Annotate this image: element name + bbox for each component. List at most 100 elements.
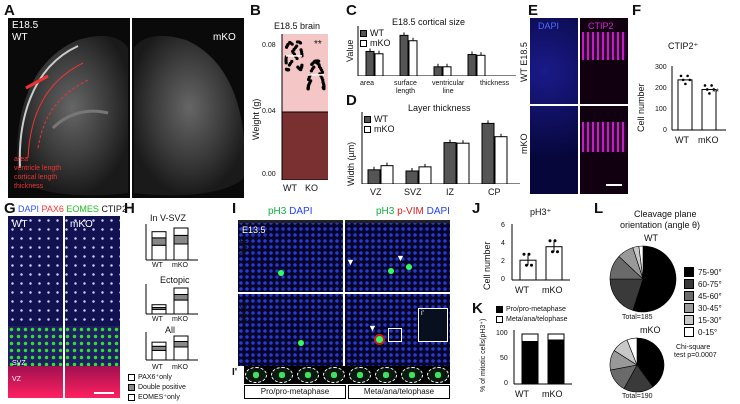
b-point	[313, 59, 317, 63]
panel-c-cat-3: thickness	[480, 80, 510, 87]
panel-b-cat-wt: WT	[283, 183, 297, 193]
panel-h-chart	[145, 224, 198, 361]
f-point	[681, 78, 685, 82]
panel-label-i: I	[232, 200, 237, 217]
i-mko-label: mKO	[239, 301, 250, 324]
i-arrowhead-3: ▼	[368, 323, 377, 333]
panel-j-ylabel: Cell number	[482, 241, 492, 290]
panel-f-ytick-3: 300	[655, 64, 667, 71]
j-ytick-1: 2	[501, 258, 505, 265]
panel-e-image: DAPI CTIP2	[530, 18, 628, 194]
j-ytick-3: 6	[501, 222, 505, 229]
b-point	[300, 63, 304, 67]
panel-label-a: A	[4, 2, 15, 19]
bar-mko	[456, 142, 470, 184]
bar-mko	[476, 54, 486, 76]
i-prime-cell	[401, 367, 423, 383]
i-prime-label: I'	[232, 367, 238, 378]
pie-slice	[626, 337, 638, 366]
f-point	[703, 84, 707, 87]
panel-i-image: ▼ ▼ ▼ i' E13.5	[238, 220, 450, 366]
h-stack-segment	[173, 340, 189, 348]
panel-b-title: E18.5 brain	[274, 21, 321, 31]
panel-b-chart	[281, 34, 328, 180]
l-pie-mko	[609, 337, 665, 393]
panel-f-ytick-1: 100	[655, 106, 667, 113]
mko-label: mKO	[213, 32, 236, 43]
pie-slice	[609, 278, 644, 311]
bar-wt	[405, 170, 419, 184]
legend-mko: mKO	[370, 38, 391, 48]
h-legend-eomes-swatch	[128, 394, 135, 401]
bar-wt	[365, 50, 375, 76]
h-cat-wt-3: WT	[152, 364, 163, 371]
h-sub-1: In V-SVZ	[150, 213, 187, 223]
f-bar	[677, 79, 693, 131]
k-stack-1	[521, 333, 539, 342]
h-legend-pax6-swatch	[128, 374, 135, 381]
bar-mko	[418, 166, 432, 184]
l-legend-item: 75-90°	[684, 266, 722, 278]
i-prime-cell	[323, 367, 345, 383]
panel-f-ylabel: Cell number	[636, 83, 646, 132]
b-point	[309, 69, 313, 73]
panel-label-g: G	[4, 200, 16, 217]
b-point	[290, 42, 294, 46]
l-legend-swatch	[684, 291, 694, 301]
j-cat-wt: WT	[515, 285, 529, 295]
h-stack-segment	[151, 304, 167, 309]
wt-label: WT	[12, 32, 28, 43]
l-mko: mKO	[640, 325, 661, 335]
b-point	[317, 65, 322, 69]
panel-b-ytick-2: 0.08	[262, 42, 276, 49]
l-title-2: orientation (angle θ)	[620, 220, 701, 230]
l-legend-label: 75-90°	[698, 267, 722, 277]
l-legend-item: 15-30°	[684, 314, 722, 326]
panel-b-cat-ko: KO	[305, 183, 319, 193]
legend-d-mko: mKO	[374, 124, 395, 134]
l-legend-swatch	[684, 279, 694, 289]
j-point	[556, 250, 559, 254]
panel-b-bg-lower	[282, 112, 328, 180]
h-stack-segment	[151, 341, 167, 347]
bar-wt	[467, 54, 477, 76]
k-cat-wt: WT	[515, 389, 529, 399]
f-point	[679, 74, 683, 78]
f-point	[712, 88, 716, 91]
l-legend-item: 45-60°	[684, 290, 722, 302]
l-legend-swatch	[684, 327, 694, 337]
dapi-label: DAPI	[538, 21, 560, 31]
f-point	[684, 82, 687, 86]
i-dapi-left: DAPI	[289, 206, 313, 217]
f-point	[710, 84, 713, 87]
h-stack-segment	[173, 287, 189, 295]
l-pie-wt	[609, 245, 677, 313]
panel-f-cat-mko: mKO	[698, 135, 719, 145]
l-legend-label: 60-75°	[698, 279, 722, 289]
h-cat-mko-3: mKO	[172, 364, 188, 371]
panel-label-b: B	[250, 2, 261, 19]
g-eomes-label: EOMES	[66, 204, 99, 214]
j-point	[548, 239, 552, 243]
j-point	[522, 252, 526, 256]
panel-f-cat-wt: WT	[675, 135, 689, 145]
panel-c-title: E18.5 cortical size	[392, 17, 466, 27]
j-point	[527, 252, 531, 256]
bar-wt	[433, 66, 443, 76]
l-legend: 75-90° 60-75° 45-60° 30-45° 15-30° 0-15°	[684, 266, 722, 338]
f-point	[686, 74, 689, 78]
b-point	[322, 87, 326, 91]
b-point	[306, 85, 310, 89]
bar-wt	[481, 122, 495, 184]
j-point	[530, 263, 533, 267]
h-stack-segment	[173, 294, 189, 301]
panel-c-cat-2: ventricular line	[432, 80, 465, 95]
l-wt: WT	[644, 233, 658, 243]
panel-f-title: CTIP2⁺	[668, 41, 699, 51]
h-legend-eomes: EOMES⁺only	[138, 394, 180, 401]
panel-k-chart	[513, 330, 572, 385]
i-prime-cell	[349, 367, 371, 383]
panel-label-k: K	[472, 300, 483, 317]
bar-mko	[408, 40, 418, 76]
panel-label-l: L	[594, 200, 604, 217]
